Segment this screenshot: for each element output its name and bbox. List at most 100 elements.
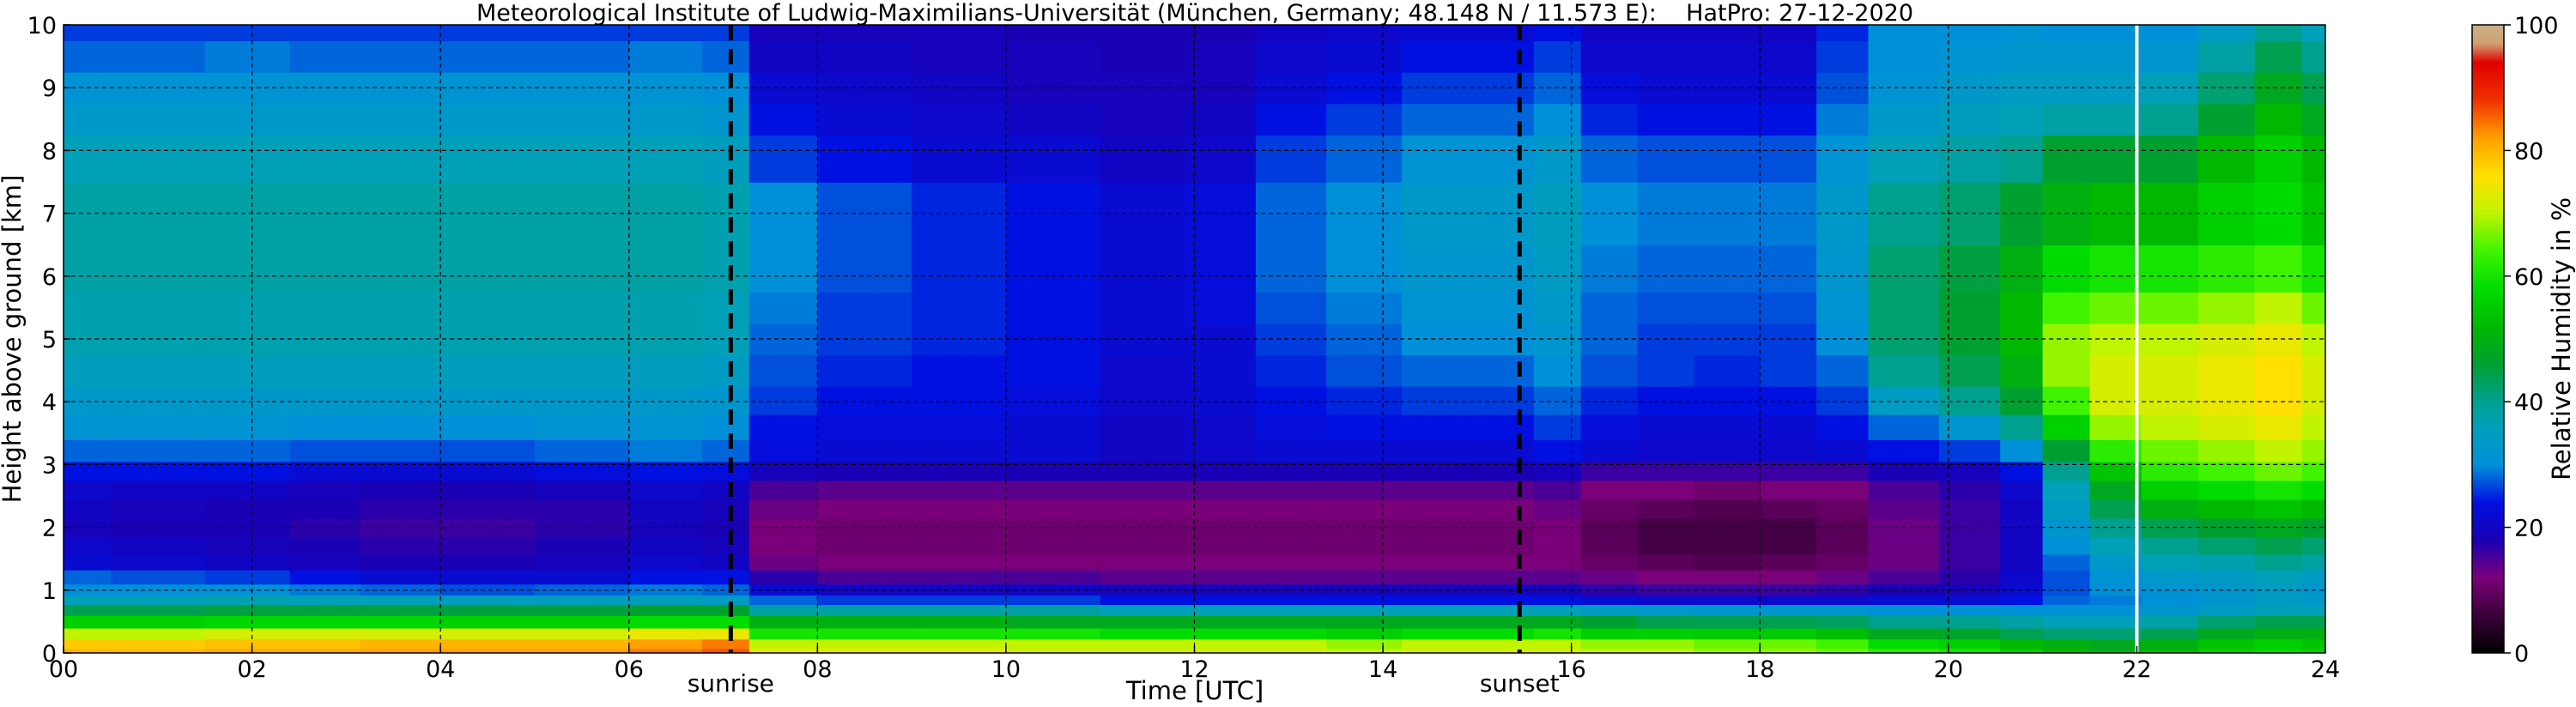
heatmap-cell: [440, 439, 536, 462]
heatmap-cell: [912, 461, 1007, 481]
heatmap-cell: [2000, 135, 2044, 183]
heatmap-cell: [1868, 245, 1940, 293]
heatmap-cell: [1533, 553, 1582, 571]
heatmap-cell: [1637, 135, 1695, 183]
heatmap-cell: [817, 648, 912, 653]
heatmap-cell: [2000, 553, 2044, 571]
heatmap-cell: [204, 480, 291, 500]
y-tick-label: 9: [42, 76, 57, 102]
heatmap-cell: [1185, 536, 1257, 555]
heatmap-cell: [749, 480, 819, 500]
heatmap-cell: [817, 627, 912, 640]
heatmap-cell: [2301, 648, 2325, 653]
heatmap-cell: [1255, 615, 1327, 629]
heatmap-cell: [289, 627, 361, 640]
heatmap-cell: [1402, 414, 1478, 440]
heatmap-cell: [1255, 354, 1327, 387]
heatmap-cell: [1326, 439, 1403, 462]
heatmap-cell: [289, 292, 361, 324]
heatmap-cell: [110, 135, 206, 183]
heatmap-cell: [1938, 292, 2002, 324]
heatmap-cell: [817, 103, 912, 136]
heatmap-cell: [1760, 570, 1817, 585]
heatmap-cell: [749, 25, 819, 42]
heatmap-cell: [628, 103, 703, 136]
heatmap-cell: [2254, 536, 2303, 555]
heatmap-cell: [1255, 536, 1327, 555]
heatmap-cell: [360, 595, 441, 606]
heatmap-cell: [1533, 414, 1582, 440]
heatmap-cell: [1580, 480, 1639, 500]
heatmap-cell: [2301, 385, 2325, 415]
heatmap-cell: [749, 414, 819, 440]
heatmap-cell: [2141, 461, 2199, 481]
heatmap-cell: [1326, 648, 1403, 653]
heatmap-cell: [2197, 292, 2256, 324]
heatmap-cell: [817, 583, 912, 596]
heatmap-cell: [912, 245, 1007, 293]
heatmap-cell: [1760, 638, 1817, 650]
heatmap-cell: [2000, 461, 2044, 481]
heatmap-cell: [2042, 292, 2091, 324]
heatmap-cell: [1760, 245, 1817, 293]
heatmap-cell: [2042, 40, 2091, 73]
heatmap-cell: [110, 439, 206, 462]
heatmap-cell: [1533, 245, 1582, 293]
heatmap-cell: [2197, 385, 2256, 415]
heatmap-cell: [2141, 536, 2199, 555]
heatmap-cell: [1938, 604, 2002, 616]
heatmap-cell: [1868, 354, 1940, 387]
heatmap-cell: [2089, 245, 2143, 293]
heatmap-cell: [440, 292, 536, 324]
heatmap-cell: [1637, 536, 1695, 555]
heatmap-cell: [2042, 461, 2091, 481]
heatmap-cell: [1326, 480, 1403, 500]
heatmap-cell: [2197, 638, 2256, 650]
heatmap-cell: [912, 517, 1007, 538]
heatmap-cell: [2254, 553, 2303, 571]
heatmap-cell: [2197, 40, 2256, 73]
heatmap-cell: [749, 40, 819, 73]
heatmap-cell: [749, 638, 819, 650]
heatmap-cell: [1816, 615, 1870, 629]
heatmap-cell: [1868, 414, 1940, 440]
heatmap-cell: [1255, 40, 1327, 73]
heatmap-cell: [1816, 135, 1870, 183]
heatmap-cell: [289, 461, 361, 481]
heatmap-cell: [2197, 135, 2256, 183]
heatmap-cell: [1816, 292, 1870, 324]
heatmap-cell: [1402, 245, 1478, 293]
heatmap-cell: [289, 595, 361, 606]
heatmap-cell: [1533, 570, 1582, 585]
heatmap-cell: [1185, 461, 1257, 481]
heatmap-cell: [1100, 135, 1186, 183]
heatmap-cell: [1326, 103, 1403, 136]
heatmap-cell: [817, 480, 912, 500]
heatmap-cell: [204, 604, 291, 616]
heatmap-cell: [289, 536, 361, 555]
heatmap-cell: [534, 499, 630, 519]
heatmap-cell: [1816, 499, 1870, 519]
heatmap-cell: [64, 536, 112, 555]
heatmap-cell: [289, 604, 361, 616]
heatmap-cell: [701, 25, 750, 42]
y-tick-label: 1: [42, 578, 57, 605]
heatmap-cell: [2042, 499, 2091, 519]
heatmap-cell: [2089, 595, 2143, 606]
heatmap-cell: [1255, 245, 1327, 293]
heatmap-cell: [1533, 385, 1582, 415]
heatmap-cell: [2301, 480, 2325, 500]
y-tick-label: 2: [42, 516, 57, 542]
heatmap-cell: [701, 414, 750, 440]
heatmap-cell: [1938, 517, 2002, 538]
heatmap-cell: [2141, 292, 2199, 324]
heatmap-cell: [749, 627, 819, 640]
heatmap-cell: [2141, 638, 2199, 650]
heatmap-cell: [64, 245, 112, 293]
heatmap-cell: [1185, 595, 1257, 606]
heatmap-cell: [2141, 604, 2199, 616]
heatmap-cell: [628, 536, 703, 555]
heatmap-cell: [289, 553, 361, 571]
heatmap-cell: [628, 517, 703, 538]
heatmap-cell: [2254, 385, 2303, 415]
